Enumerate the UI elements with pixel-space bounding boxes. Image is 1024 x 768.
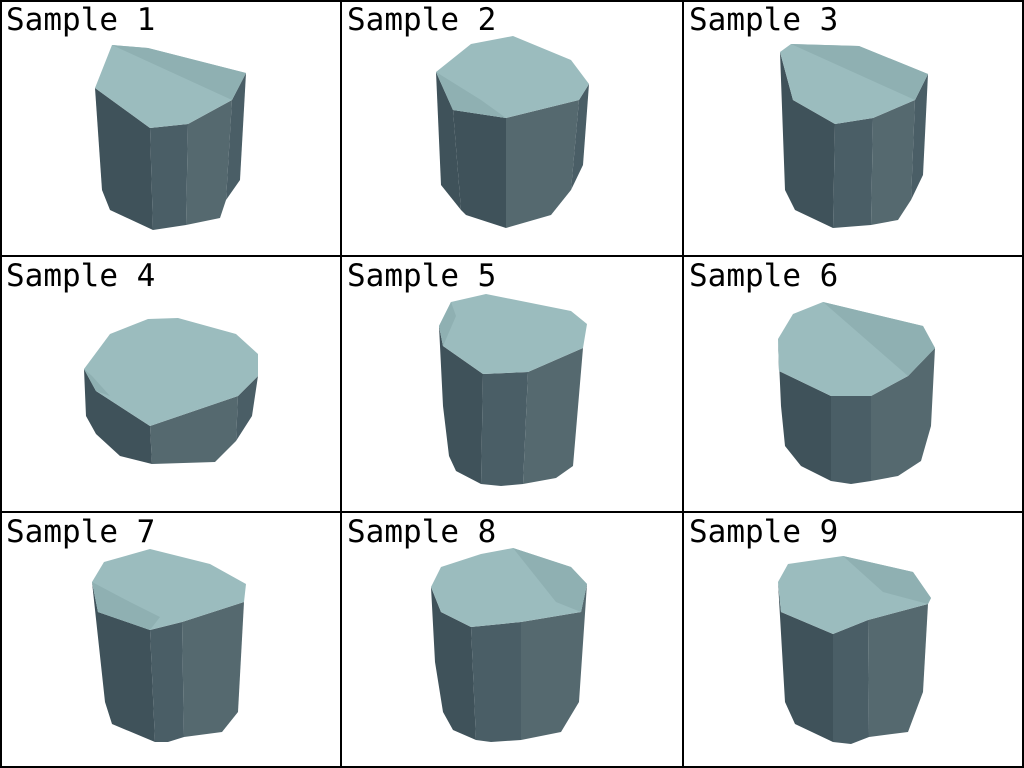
prism-top-facet	[436, 72, 506, 118]
grid-line	[0, 0, 2, 768]
cylinder-render	[431, 548, 587, 742]
prism-side-face	[571, 84, 589, 190]
sample-cell: Sample 6	[683, 256, 1024, 512]
cylinder-render	[84, 318, 258, 464]
prism-side-face	[92, 582, 155, 742]
cylinder-render	[780, 44, 928, 228]
prism-side-face	[911, 74, 928, 200]
sample-label: Sample 6	[689, 258, 839, 294]
grid-line	[340, 0, 342, 768]
sample-cell: Sample 8	[341, 512, 683, 768]
sample-cell: Sample 7	[0, 512, 341, 768]
prism-top-facet	[439, 302, 456, 346]
sample-label: Sample 1	[6, 2, 156, 38]
cylinder-render	[92, 549, 246, 742]
sample-cell: Sample 5	[341, 256, 683, 512]
sample-label: Sample 2	[347, 2, 497, 38]
prism-side-face	[431, 587, 476, 740]
prism-side-face	[182, 602, 244, 737]
prism-side-face	[523, 348, 583, 484]
prism-side-face	[868, 604, 928, 737]
prism-side-face	[150, 622, 184, 742]
grid-line	[1022, 0, 1024, 768]
sample-cell: Sample 4	[0, 256, 341, 512]
prism-side-face	[439, 326, 483, 484]
prism-top-face	[84, 318, 258, 426]
grid-line	[0, 766, 1024, 768]
prism-side-face	[471, 622, 521, 742]
prism-side-face	[778, 582, 833, 742]
cylinder-render	[439, 294, 587, 486]
prism-side-face	[453, 110, 506, 228]
prism-side-face	[436, 72, 461, 210]
prism-top-facet	[791, 44, 928, 100]
prism-side-face	[831, 396, 871, 484]
cylinder-render	[778, 556, 931, 744]
prism-side-face	[506, 100, 579, 228]
prism-side-face	[150, 396, 238, 464]
cylinder-render	[95, 45, 246, 230]
prism-top-facet	[112, 45, 246, 100]
sample-cell: Sample 3	[683, 0, 1024, 256]
prism-top-facet	[513, 548, 587, 612]
prism-side-face	[95, 88, 153, 230]
prism-side-face	[186, 100, 232, 225]
prism-side-face	[236, 376, 258, 441]
prism-top-facet	[92, 582, 160, 630]
prism-side-face	[780, 52, 835, 228]
grid-line	[0, 0, 1024, 2]
sample-label: Sample 8	[347, 514, 497, 550]
prism-side-face	[226, 73, 246, 200]
sample-label: Sample 9	[689, 514, 839, 550]
prism-side-face	[481, 372, 528, 486]
prism-top-facet	[843, 556, 931, 604]
grid-line	[682, 0, 684, 768]
sample-label: Sample 4	[6, 258, 156, 294]
sample-label: Sample 3	[689, 2, 839, 38]
prism-side-face	[871, 348, 935, 481]
grid-line	[0, 255, 1024, 257]
grid-line	[0, 511, 1024, 513]
prism-side-face	[778, 339, 831, 481]
sample-label: Sample 5	[347, 258, 497, 294]
prism-top-facet	[84, 369, 110, 396]
prism-side-face	[521, 584, 587, 740]
prism-side-face	[833, 118, 873, 228]
sample-label: Sample 7	[6, 514, 156, 550]
prism-side-face	[871, 100, 915, 225]
cylinder-render	[778, 302, 935, 484]
prism-top-face	[439, 294, 587, 374]
prism-top-facet	[823, 302, 935, 376]
prism-side-face	[84, 369, 152, 464]
prism-side-face	[833, 620, 869, 744]
cylinder-render	[436, 36, 589, 228]
sample-cell: Sample 9	[683, 512, 1024, 768]
sample-cell: Sample 2	[341, 0, 683, 256]
prism-side-face	[150, 124, 188, 230]
sample-cell: Sample 1	[0, 0, 341, 256]
